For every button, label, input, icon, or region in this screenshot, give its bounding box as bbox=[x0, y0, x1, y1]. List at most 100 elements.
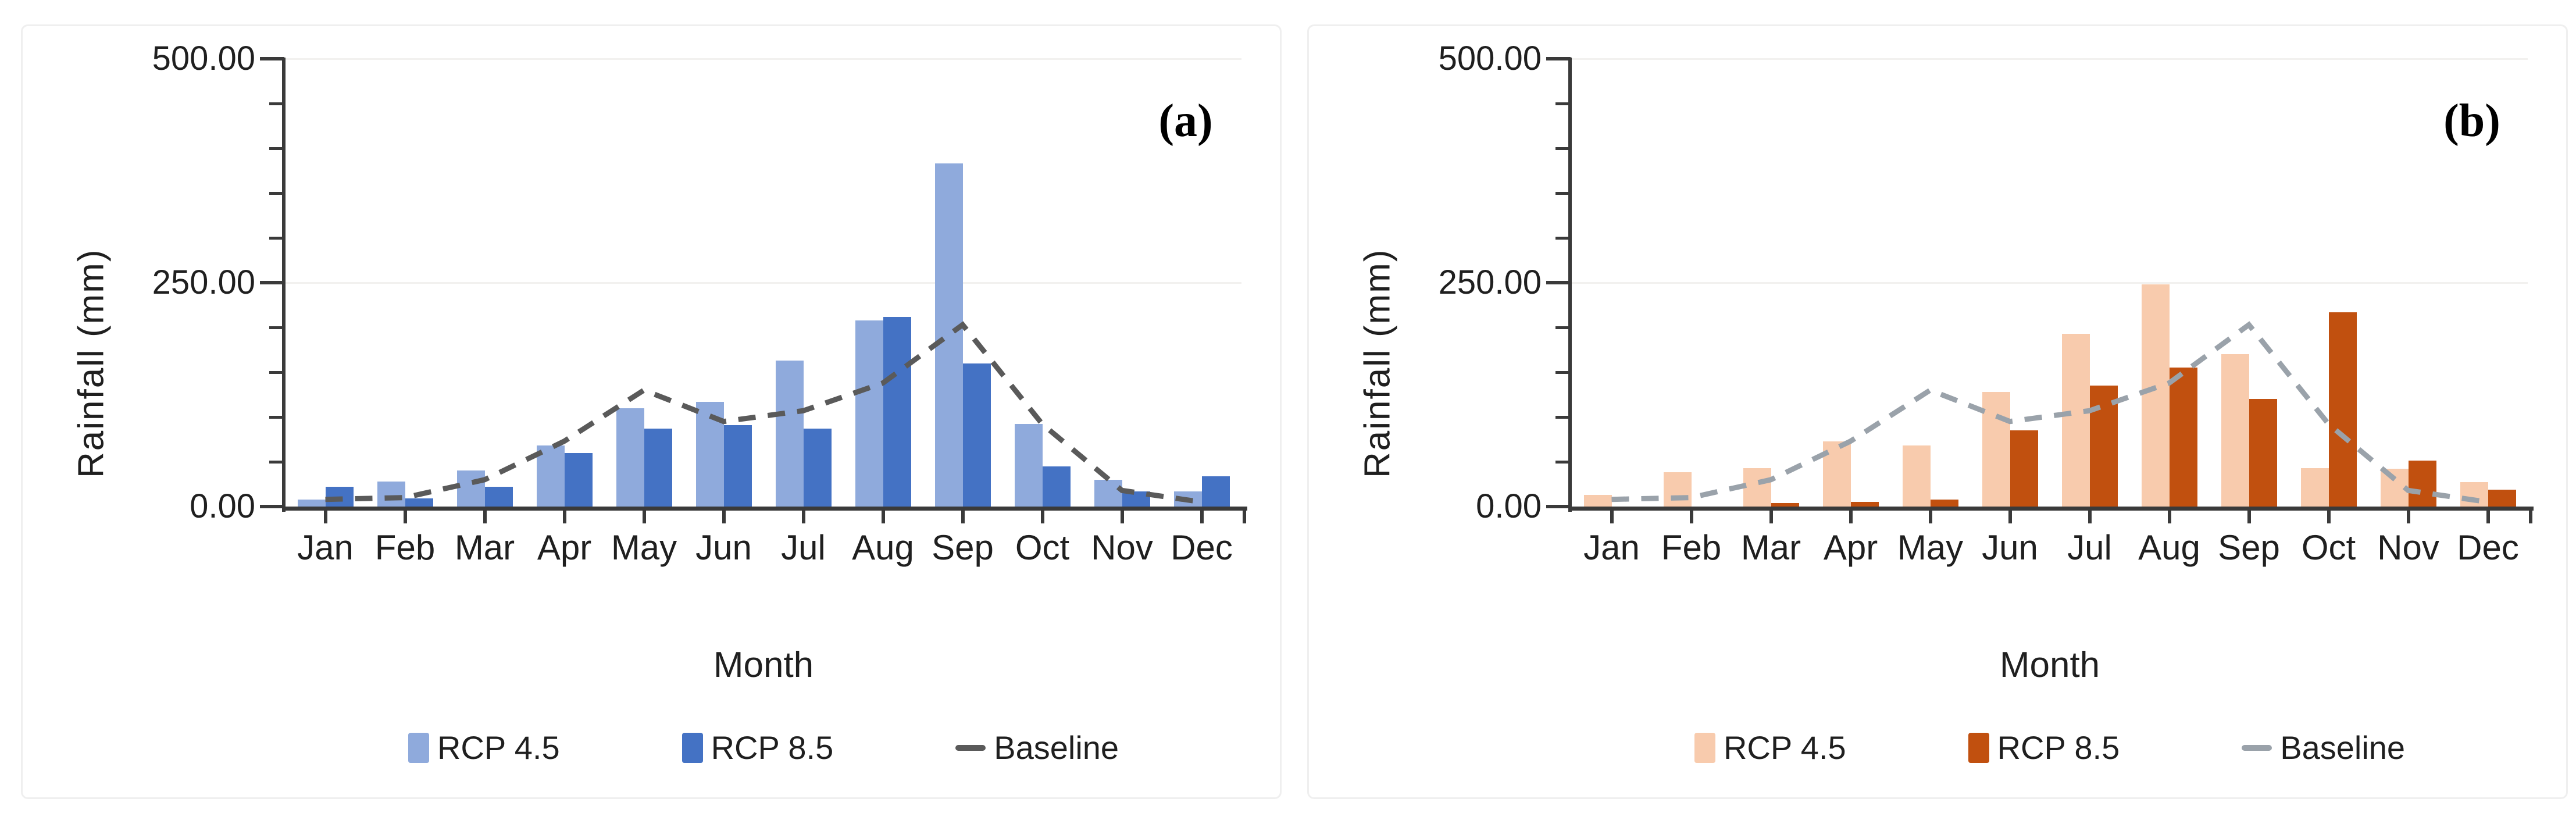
y-gridline bbox=[1572, 282, 2528, 284]
x-tick bbox=[1689, 511, 1693, 523]
x-tick bbox=[2327, 511, 2331, 523]
legend-item-baseline: Baseline bbox=[2242, 729, 2405, 766]
bar-rcp-4-5-feb bbox=[377, 481, 405, 507]
bar-rcp-8-5-dec bbox=[1201, 476, 1230, 507]
x-tick-label-sep: Sep bbox=[932, 528, 994, 567]
bar-rcp-8-5-jul bbox=[2089, 386, 2118, 507]
panel-label-a: (a) bbox=[1158, 95, 1213, 147]
y-tick-major bbox=[260, 57, 284, 60]
legend-dash-icon bbox=[2242, 744, 2272, 751]
bar-rcp-4-5-jul bbox=[2061, 333, 2090, 507]
y-tick-minor bbox=[269, 371, 282, 374]
x-tick-label-jan: Jan bbox=[297, 528, 354, 567]
legend-swatch-icon bbox=[408, 732, 429, 763]
bar-rcp-4-5-oct bbox=[1014, 424, 1043, 507]
plot-area: 0.00 250.00 500.00 Jan Feb Mar Apr May Jun Jul Aug… bbox=[152, 40, 1247, 567]
bar-rcp-8-5-aug bbox=[883, 316, 911, 507]
x-tick-label-aug: Aug bbox=[852, 528, 914, 567]
legend-item-rcp-4-5: RCP 4.5 bbox=[408, 729, 560, 766]
bar-rcp-8-5-mar bbox=[484, 487, 513, 507]
bar-rcp-4-5-mar bbox=[1743, 468, 1771, 507]
x-tick bbox=[722, 511, 726, 523]
legend-item-rcp-8-5: RCP 8.5 bbox=[682, 729, 833, 766]
bar-rcp-8-5-mar bbox=[1771, 502, 1799, 507]
y-tick-minor bbox=[1555, 416, 1568, 419]
y-tick-minor bbox=[269, 326, 282, 329]
bar-rcp-8-5-may bbox=[644, 429, 672, 507]
y-tick-label: 0.00 bbox=[190, 487, 255, 525]
bar-rcp-8-5-sep bbox=[2249, 399, 2277, 507]
x-axis-line bbox=[1568, 507, 2534, 511]
y-tick-minor bbox=[1555, 192, 1568, 195]
x-tick-label-mar: Mar bbox=[1740, 528, 1801, 567]
bar-rcp-4-5-sep bbox=[934, 163, 963, 507]
y-axis-line bbox=[282, 58, 286, 512]
y-tick-minor bbox=[1555, 461, 1568, 464]
bar-rcp-8-5-dec bbox=[2488, 489, 2516, 507]
panel-b: (b) Rainfall (mm) 0.00 250.00 500.00 Jan Feb… bbox=[1307, 24, 2568, 799]
x-tick bbox=[801, 511, 805, 523]
y-tick-minor bbox=[269, 461, 282, 464]
x-tick-label-jan: Jan bbox=[1583, 528, 1640, 567]
x-tick-label-may: May bbox=[1897, 528, 1964, 567]
bar-rcp-8-5-apr bbox=[1850, 502, 1879, 507]
bar-rcp-8-5-sep bbox=[962, 363, 991, 507]
bar-rcp-8-5-jul bbox=[803, 429, 832, 507]
bar-rcp-4-5-apr bbox=[536, 445, 565, 507]
y-tick-minor bbox=[269, 192, 282, 195]
x-tick bbox=[1849, 511, 1853, 523]
bar-rcp-8-5-nov bbox=[2408, 461, 2436, 507]
x-tick-label-aug: Aug bbox=[2138, 528, 2200, 567]
x-tick-label-may: May bbox=[611, 528, 677, 567]
bar-rcp-8-5-feb bbox=[405, 498, 433, 507]
legend-dash-icon bbox=[955, 744, 986, 751]
legend: RCP 4.5 RCP 8.5 Baseline bbox=[1572, 729, 2528, 766]
legend-item-rcp-4-5: RCP 4.5 bbox=[1694, 729, 1846, 766]
x-tick-label-jul: Jul bbox=[2067, 528, 2112, 567]
x-tick-label-nov: Nov bbox=[2377, 528, 2439, 567]
bar-rcp-4-5-nov bbox=[2380, 469, 2409, 507]
x-tick-label-apr: Apr bbox=[537, 528, 592, 567]
legend-label: RCP 4.5 bbox=[1723, 729, 1846, 766]
x-tick-label-dec: Dec bbox=[2457, 528, 2519, 567]
panel-label-b: (b) bbox=[2443, 95, 2500, 147]
x-tick bbox=[403, 511, 407, 523]
bar-rcp-4-5-jan bbox=[1583, 494, 1612, 507]
bar-rcp-8-5-aug bbox=[2169, 368, 2197, 507]
x-tick bbox=[881, 511, 885, 523]
x-tick bbox=[961, 511, 965, 523]
y-tick-major bbox=[260, 505, 284, 508]
legend-swatch-icon bbox=[1694, 732, 1715, 763]
baseline-line bbox=[325, 321, 1203, 505]
y-tick-minor bbox=[1555, 371, 1568, 374]
y-axis-title: Rainfall (mm) bbox=[1357, 248, 1398, 479]
x-tick bbox=[483, 511, 487, 523]
x-tick-label-mar: Mar bbox=[454, 528, 515, 567]
y-tick-minor bbox=[269, 237, 282, 240]
y-tick-major bbox=[1546, 57, 1571, 60]
y-tick-label: 500.00 bbox=[152, 40, 255, 77]
x-tick-label-feb: Feb bbox=[374, 528, 436, 567]
panel-a: (a) Rainfall (mm) 0.00 250.00 500.00 Jan Feb… bbox=[21, 24, 1282, 799]
x-tick-label-feb: Feb bbox=[1661, 528, 1722, 567]
x-axis-title: Month bbox=[713, 645, 814, 685]
y-gridline bbox=[286, 282, 1241, 284]
y-axis-title: Rainfall (mm) bbox=[71, 248, 112, 479]
y-tick-minor bbox=[1555, 326, 1568, 329]
bar-rcp-4-5-oct bbox=[2300, 468, 2329, 507]
x-tick-label-jun: Jun bbox=[695, 528, 752, 567]
y-gridline bbox=[286, 58, 1241, 60]
x-tick-label-jul: Jul bbox=[781, 528, 826, 567]
y-tick-minor bbox=[1555, 237, 1568, 240]
x-tick bbox=[1610, 511, 1614, 523]
y-tick-minor bbox=[269, 147, 282, 150]
bar-rcp-8-5-nov bbox=[1122, 491, 1150, 507]
bar-rcp-4-5-aug bbox=[855, 320, 883, 507]
y-axis-line bbox=[1568, 58, 1572, 512]
bar-rcp-4-5-mar bbox=[456, 470, 485, 507]
legend-swatch-icon bbox=[682, 732, 703, 763]
x-tick bbox=[1040, 511, 1044, 523]
x-tick bbox=[562, 511, 566, 523]
x-tick-label-dec: Dec bbox=[1171, 528, 1233, 567]
